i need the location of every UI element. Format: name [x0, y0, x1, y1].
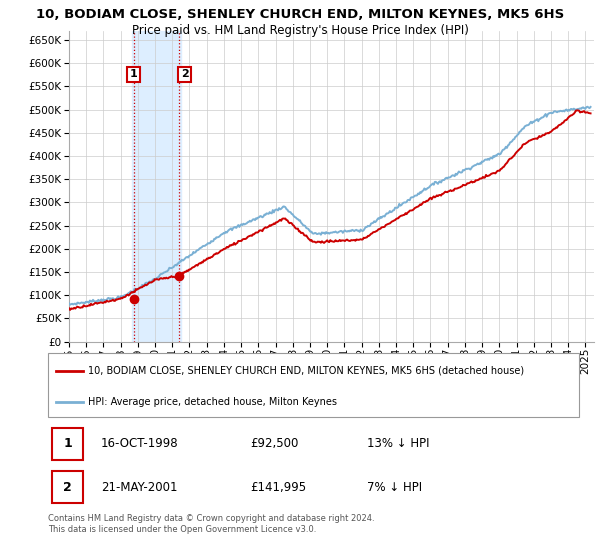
Text: HPI: Average price, detached house, Milton Keynes: HPI: Average price, detached house, Milt… — [88, 396, 337, 407]
Text: 10, BODIAM CLOSE, SHENLEY CHURCH END, MILTON KEYNES, MK5 6HS (detached house): 10, BODIAM CLOSE, SHENLEY CHURCH END, MI… — [88, 366, 524, 376]
Text: 10, BODIAM CLOSE, SHENLEY CHURCH END, MILTON KEYNES, MK5 6HS: 10, BODIAM CLOSE, SHENLEY CHURCH END, MI… — [36, 8, 564, 21]
Text: 16-OCT-1998: 16-OCT-1998 — [101, 437, 179, 450]
Text: 1: 1 — [63, 437, 72, 450]
Text: This data is licensed under the Open Government Licence v3.0.: This data is licensed under the Open Gov… — [48, 525, 316, 534]
Bar — [131, 31, 181, 342]
Text: £92,500: £92,500 — [250, 437, 298, 450]
Text: Contains HM Land Registry data © Crown copyright and database right 2024.: Contains HM Land Registry data © Crown c… — [48, 514, 374, 522]
FancyBboxPatch shape — [52, 428, 83, 460]
FancyBboxPatch shape — [52, 471, 83, 503]
Text: Price paid vs. HM Land Registry's House Price Index (HPI): Price paid vs. HM Land Registry's House … — [131, 24, 469, 36]
Text: 21-MAY-2001: 21-MAY-2001 — [101, 480, 178, 494]
Text: 2: 2 — [63, 480, 72, 494]
Text: 13% ↓ HPI: 13% ↓ HPI — [367, 437, 429, 450]
Text: 2: 2 — [181, 69, 189, 80]
Text: 1: 1 — [130, 69, 137, 80]
Text: 7% ↓ HPI: 7% ↓ HPI — [367, 480, 422, 494]
Text: £141,995: £141,995 — [250, 480, 306, 494]
